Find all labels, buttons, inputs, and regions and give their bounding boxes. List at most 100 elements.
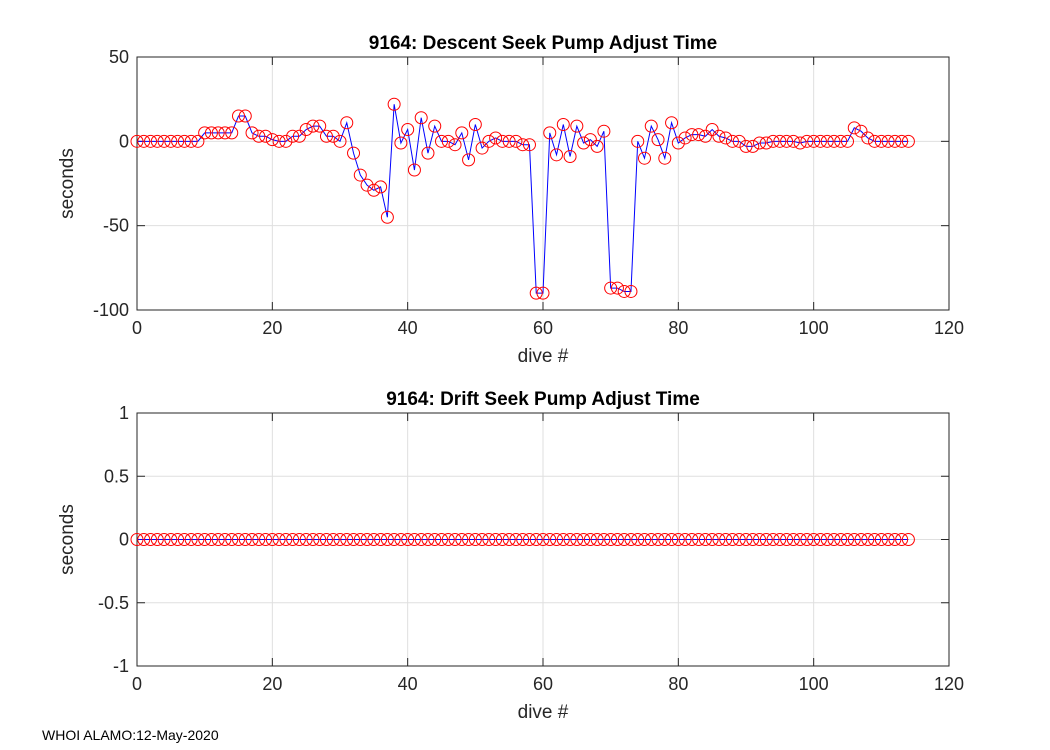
subplot-1: 0 20 40 60 80 100 120 -100 -50 0 50 9164: Descent S… [57,33,964,367]
data-point-marker [211,126,225,140]
data-point-marker [482,533,496,546]
data-point-marker [516,533,530,546]
data-point-marker [651,133,665,147]
data-point-marker [313,119,327,133]
data-point-marker [347,533,361,546]
data-point-marker [401,533,415,546]
data-point-marker [820,134,834,148]
chart-title: 9164: Drift Seek Pump Adjust Time [386,389,700,410]
data-point-marker [854,533,868,546]
data-point-marker [347,146,361,160]
data-point-marker [407,163,421,177]
data-point-marker [543,533,557,546]
data-point-marker [218,533,232,546]
data-point-marker [367,533,381,546]
data-point-marker [617,284,631,298]
data-point-marker [468,117,482,131]
data-point-marker [353,168,367,182]
data-point-marker [692,533,706,546]
data-point-marker [543,126,557,140]
data-point-marker [604,533,618,546]
data-point-marker [502,134,516,148]
data-point-marker [435,134,448,148]
data-point-marker [292,129,306,143]
data-point-marker [604,281,618,295]
data-point-marker [509,134,523,148]
data-point-marker [868,533,882,546]
data-point-marker [238,533,252,546]
data-point-marker [678,131,692,145]
data-point-marker [157,134,171,148]
subplot-2: 0 20 40 60 80 100 120 -1 -0.5 0 0.5 1 9164: Drift Se… [57,389,964,723]
data-point-marker [631,134,645,148]
data-point-marker [807,533,821,546]
y-tick-label: 50 [109,47,129,67]
data-point-marker [786,134,800,148]
data-point-marker [252,129,266,143]
data-point-marker [583,533,597,546]
data-point-marker [712,533,726,546]
data-point-marker [698,129,712,143]
data-point-marker [753,136,767,150]
data-point-marker [462,153,476,167]
data-point-marker [529,533,543,546]
y-axis-label: seconds [57,504,78,575]
data-point-marker [150,533,164,546]
data-point-marker [232,533,245,546]
data-point-marker [692,128,706,142]
y-tick-label: -100 [93,300,129,320]
data-point-marker [881,533,895,546]
data-point-marker [441,533,455,546]
x-tick-label: 80 [668,318,688,338]
data-point-marker [644,119,658,133]
x-tick-label: 0 [132,318,142,338]
data-point-marker [306,533,320,546]
data-point-marker [753,533,767,546]
data-point-marker [834,134,848,148]
data-point-marker [144,134,158,148]
data-point-marker [874,533,888,546]
data-point-marker [421,533,435,546]
data-point-marker [374,533,388,546]
data-point-marker [435,533,448,546]
data-point-marker [651,533,665,546]
data-point-marker [184,533,198,546]
data-point-marker [901,134,915,148]
x-axis-label: dive # [518,346,569,367]
data-point-marker [841,533,854,546]
x-tick-label: 60 [533,318,553,338]
data-point-marker [685,128,699,142]
data-point-marker [259,533,273,546]
data-point-marker [739,533,753,546]
data-point-marker [455,126,469,140]
data-point-marker [177,134,191,148]
data-point-marker [516,138,530,152]
data-point-marker [164,533,178,546]
y-tick-label: -1 [113,656,129,676]
data-point-marker [793,136,807,150]
x-axis-label: dive # [518,702,569,723]
data-point-marker [157,533,171,546]
data-point-marker [847,121,861,135]
data-point-marker [198,126,212,140]
data-point-marker [550,148,564,162]
data-point-marker [475,141,489,155]
data-point-marker [624,533,638,546]
data-point-marker [211,533,225,546]
data-point-marker [658,533,672,546]
data-point-marker [509,533,523,546]
data-point-marker [407,533,421,546]
data-point-marker [279,533,293,546]
data-point-marker [732,134,746,148]
data-point-marker [847,533,861,546]
data-point-marker [171,533,185,546]
data-point-marker [536,286,550,300]
data-point-marker [299,123,313,137]
data-point-marker [522,533,536,546]
data-point-marker [671,533,685,546]
data-point-marker [705,123,719,137]
data-point-marker [272,533,286,546]
data-point-marker [563,150,577,164]
data-point-marker [590,533,604,546]
data-point-marker [563,533,577,546]
